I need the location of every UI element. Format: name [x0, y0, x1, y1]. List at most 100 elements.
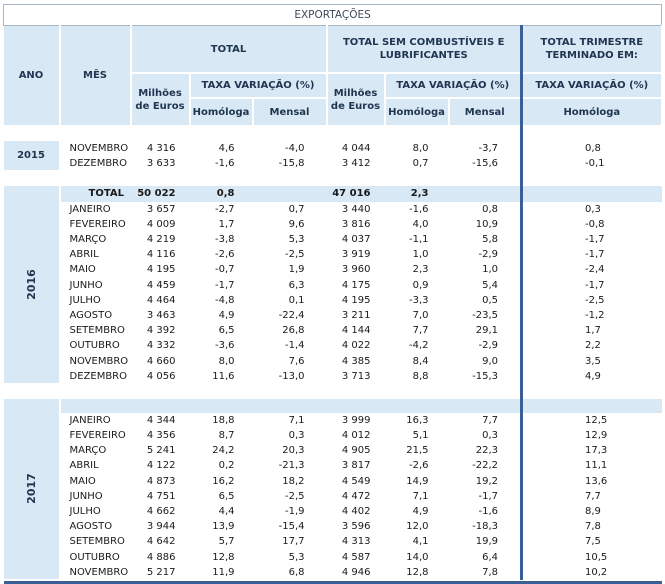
value-cell-v1: 4 009 [146, 218, 176, 230]
value-cell-v5: 14,9 [406, 475, 429, 487]
value-cell-v1: 4 344 [146, 414, 176, 426]
value-cell-v3: 0,3 [288, 430, 305, 442]
value-cell-v6: 6,4 [482, 551, 498, 563]
spacer-row [3, 171, 662, 187]
table-title: EXPORTAÇÕES [2, 4, 663, 26]
value-cell-v3: 26,8 [282, 325, 305, 337]
value-cell-v5: 5,1 [412, 430, 429, 442]
month-cell: FEVEREIRO [69, 218, 126, 230]
value-cell-v6: -1,6 [478, 506, 498, 518]
value-cell-v3: 6,8 [288, 566, 305, 578]
value-cell-v7: 7,5 [519, 534, 662, 550]
value-cell-v6: -15,3 [472, 370, 498, 382]
header-total-sem-combustiveis: TOTAL SEM COMBUSTÍVEIS E LUBRIFICANTES [326, 25, 523, 74]
header-taxa-sem: TAXA VARIAÇÃO (%) [384, 73, 523, 99]
value-cell-v2: -2,7 [214, 203, 235, 215]
value-cell-v6: 19,9 [475, 536, 498, 548]
value-cell-v5: 4,1 [412, 536, 429, 548]
value-cell-v7: 3,5 [519, 353, 662, 369]
value-cell-v7: -1,7 [519, 247, 662, 263]
value-cell-v6: 5,4 [482, 279, 498, 291]
table-row: FEVEREIRO 4 356 8,7 0,3 4 012 5,1 0,3 12,9 [4, 428, 662, 444]
header-ano: ANO [3, 25, 61, 127]
value-cell-v5: -1,6 [408, 203, 429, 215]
value-cell-v1: 4 642 [146, 536, 176, 548]
value-cell-v1: 4 873 [146, 475, 176, 487]
value-cell-v7: 4,9 [519, 368, 662, 384]
year-label: 2017 [24, 473, 38, 505]
value-cell-v7: 11,1 [519, 458, 662, 474]
value-cell-v4: 4 587 [341, 551, 371, 563]
value-cell-v2: 24,2 [212, 445, 235, 457]
value-cell-v5: 2,3 [384, 186, 449, 202]
value-cell-v6 [448, 186, 522, 202]
value-cell-v5: 8,4 [412, 355, 429, 367]
value-cell-v6: 19,2 [475, 475, 498, 487]
value-cell-v5: -3,3 [408, 294, 429, 306]
value-cell-v2: 8,7 [218, 430, 235, 442]
table-row: NOVEMBRO 5 217 11,9 6,8 4 946 12,8 7,8 10,2 [4, 564, 662, 580]
table-row: JULHO 4 662 4,4 -1,9 4 402 4,9 -1,6 8,9 [4, 503, 662, 520]
value-cell-v3: 7,6 [288, 355, 305, 367]
header-trimestre: TOTAL TRIMESTRE TERMINADO EM: [519, 25, 663, 74]
month-cell: DEZEMBRO [69, 158, 128, 170]
value-cell-v5: 4,9 [412, 506, 429, 518]
value-cell-v7: 10,2 [519, 564, 662, 580]
month-cell: MAIO [69, 264, 96, 276]
month-cell: AGOSTO [69, 309, 113, 321]
value-cell-v4: 4 402 [341, 506, 371, 518]
value-cell-v2: 11,6 [212, 370, 235, 382]
table-row: 2015 NOVEMBRO 4 316 4,6 -4,0 4 044 8,0 -3,7 0,8 [3, 141, 662, 173]
table-row: NOVEMBRO 4 660 8,0 7,6 4 385 8,4 9,0 3,5 [4, 353, 662, 369]
value-cell-v3: 5,3 [288, 551, 305, 563]
spacer-row [3, 383, 662, 399]
value-cell-v2: 4,4 [218, 506, 235, 518]
value-cell-v2: 8,0 [218, 355, 235, 367]
value-cell-v5: 12,0 [406, 521, 429, 533]
table-row: ABRIL 4 116 -2,6 -2,5 3 919 1,0 -2,9 -1,7 [4, 247, 662, 263]
value-cell-v1: 3 657 [146, 203, 176, 215]
value-cell-v4: 3 919 [341, 249, 371, 261]
value-cell-v4: 3 596 [341, 521, 371, 533]
month-cell: ABRIL [69, 460, 99, 472]
value-cell-v3: 5,3 [288, 234, 305, 246]
value-cell-v3: -13,0 [278, 370, 305, 382]
value-cell-v4: 3 713 [341, 370, 371, 382]
value-cell-v5: 21,5 [406, 445, 429, 457]
value-cell-v4: 4 144 [341, 325, 371, 337]
value-cell-v6: 9,0 [482, 355, 498, 367]
value-cell-v5: 7,0 [412, 309, 429, 321]
value-cell-v2: -3,8 [214, 234, 235, 246]
month-cell: JANEIRO [69, 414, 111, 426]
value-cell-v7: 10,5 [519, 549, 662, 565]
value-cell-v4: 4 385 [341, 355, 371, 367]
value-cell-v7: -1,7 [519, 231, 662, 248]
value-cell-v3: -22,4 [278, 309, 305, 321]
value-cell-v7: 7,8 [519, 519, 662, 535]
value-cell-v3: -4,0 [284, 143, 305, 155]
value-cell-v3 [252, 186, 327, 202]
header-homologa-trimestre: Homóloga [519, 98, 663, 127]
value-cell-v7: -1,7 [519, 277, 662, 293]
value-cell-v2: 18,8 [212, 414, 235, 426]
value-cell-v4: 4 313 [341, 536, 371, 548]
value-cell-v7: 1,7 [519, 323, 662, 339]
spacer-row [3, 126, 662, 141]
value-cell-v1: 50 022 [130, 186, 190, 202]
header-taxa-trimestre: TAXA VARIAÇÃO (%) [519, 73, 663, 99]
month-cell: NOVEMBRO [69, 355, 129, 367]
value-cell-v3: 6,3 [288, 279, 305, 291]
month-cell: JUNHO [69, 279, 103, 291]
value-cell-v1: 4 356 [146, 430, 176, 442]
table-row: SETEMBRO 4 642 5,7 17,7 4 313 4,1 19,9 7,5 [4, 534, 662, 550]
table-row: JUNHO 4 751 6,5 -2,5 4 472 7,1 -1,7 7,7 [4, 488, 662, 504]
value-cell-v6: 0,8 [482, 203, 498, 215]
value-cell-v7: -0,1 [519, 156, 662, 172]
value-cell-v5: 12,8 [406, 566, 429, 578]
value-cell-v5: 0,9 [412, 279, 429, 291]
value-cell-v3: -15,8 [278, 158, 305, 170]
table-row: MAIO 4 873 16,2 18,2 4 549 14,9 19,2 13,6 [4, 473, 662, 489]
value-cell-v2: -4,8 [214, 294, 235, 306]
value-cell-v2: 12,8 [212, 551, 235, 563]
value-cell-v1: 5 241 [146, 445, 176, 457]
